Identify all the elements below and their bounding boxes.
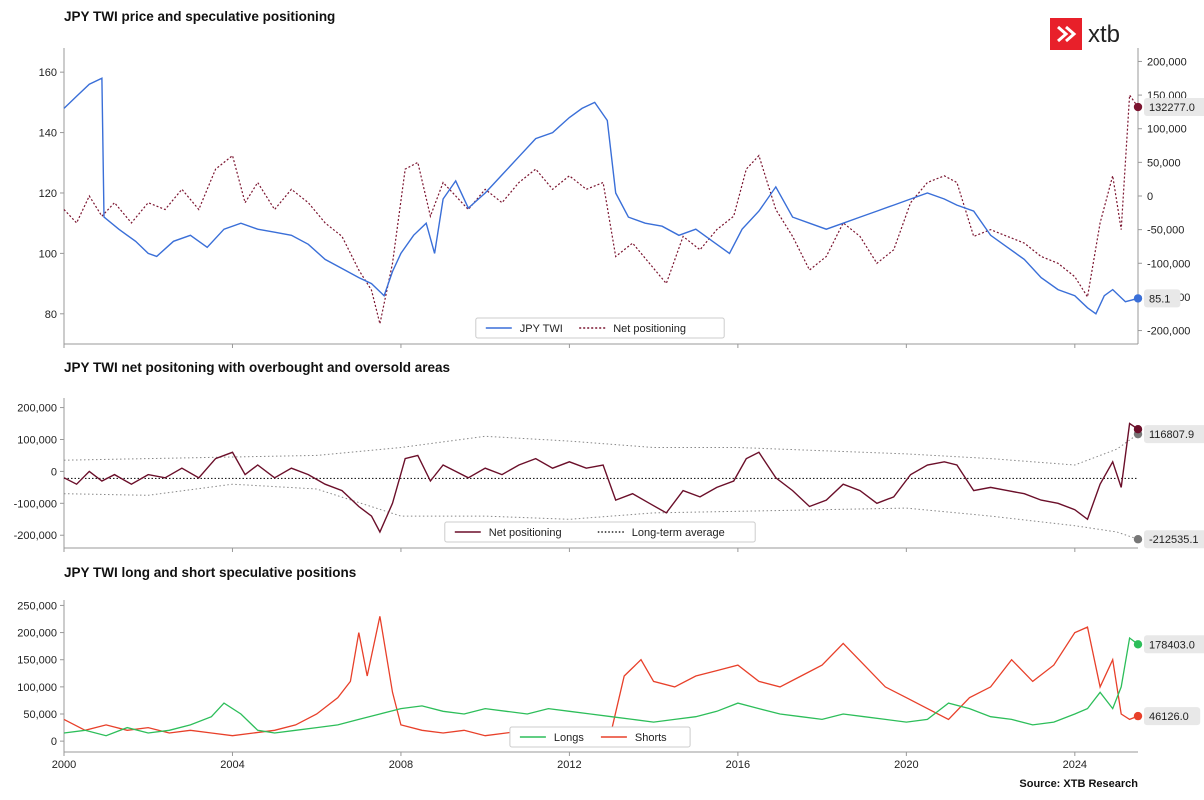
longs-line [63,636,1139,737]
y-tick-label: 160 [39,67,57,79]
x-tick-label: 2016 [726,759,750,771]
y-tick-label: 120 [39,188,57,200]
jpy-twi-line [63,77,1139,315]
legend-label: Net positioning [613,323,686,335]
y-right-tick-label: -200,000 [1147,326,1190,338]
end-label-box [1144,707,1201,726]
net-positioning-line [63,93,1139,324]
legend-label: Longs [554,732,584,744]
y-tick-label: 100,000 [17,434,57,446]
source-note: Source: XTB Research [1019,778,1138,790]
end-label-box [1144,98,1204,117]
y-tick-label: 0 [51,736,57,748]
lower-band-line [63,483,1139,540]
panel1-title: JPY TWI price and speculative positionin… [64,9,335,24]
x-tick-label: 2008 [389,759,413,771]
x-tick-label: 2004 [220,759,244,771]
y-tick-label: 100 [39,248,57,260]
end-label-box [1144,289,1181,308]
y-right-tick-label: 50,000 [1147,157,1181,169]
end-label-box [1144,635,1204,654]
end-label-value: -212535.1 [1149,534,1199,546]
panel1-plot: 80100120140160-200,000-150,000-100,000-5… [39,48,1204,348]
end-label-value: 85.1 [1149,293,1170,305]
y-right-tick-label: 100,000 [1147,124,1187,136]
legend-label: Shorts [635,732,667,744]
net-end-marker [1133,424,1143,434]
xtb-logo: xtb [1050,18,1120,50]
end-marker [1133,294,1143,303]
y-right-tick-label: -100,000 [1147,258,1190,270]
y-tick-label: 0 [51,466,57,478]
x-tick-label: 2024 [1063,759,1087,771]
panel3-title: JPY TWI long and short speculative posit… [64,565,356,580]
end-label-box [1144,425,1204,444]
x-tick-label: 2000 [52,759,76,771]
y-tick-label: 80 [45,309,57,321]
legend-box [444,521,756,543]
legend-label: Long-term average [632,527,725,539]
y-tick-label: 200,000 [17,628,57,640]
panel2-title: JPY TWI net positoning with overbought a… [64,360,450,375]
end-label-value: 132277.0 [1149,102,1195,114]
logo-text: xtb [1088,21,1120,48]
y-tick-label: 250,000 [17,600,57,612]
end-marker [1133,640,1143,649]
shorts-line [63,616,1139,737]
y-right-tick-label: 200,000 [1147,56,1187,68]
end-marker [1133,535,1143,544]
end-label-value: 116807.9 [1149,429,1194,441]
y-tick-label: 140 [39,128,57,140]
legend-label: JPY TWI [520,323,563,335]
x-tick-label: 2020 [894,759,918,771]
y-tick-label: 100,000 [17,682,57,694]
panel2-plot: -200,000 -100,000 0 100,000 200,000 116807.9 -… [14,398,1204,552]
upper-band-line [63,433,1139,466]
legend-box [509,726,691,748]
logo-chevron-icon [1057,25,1077,43]
y-right-tick-label: -50,000 [1147,225,1184,237]
y-tick-label: -200,000 [14,530,57,542]
y-tick-label: -100,000 [14,498,57,510]
y-tick-label: 50,000 [23,709,57,721]
panel3-plot: 0 50,000 100,000 150,000 200,000 250,000 2000 2… [17,600,1204,771]
y-tick-label: 200,000 [17,403,57,415]
end-label-box [1144,530,1204,549]
legend-label: Net positioning [489,527,562,539]
y-right-tick-label: 0 [1147,191,1153,203]
end-marker [1133,102,1143,112]
end-label-value: 46126.0 [1149,711,1189,723]
y-tick-label: 150,000 [17,655,57,667]
x-tick-label: 2012 [557,759,581,771]
end-label-value: 178403.0 [1149,639,1195,651]
net-positioning-line [63,422,1139,534]
end-marker [1133,711,1143,721]
